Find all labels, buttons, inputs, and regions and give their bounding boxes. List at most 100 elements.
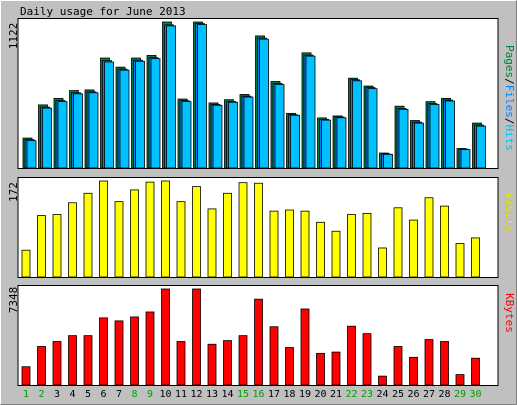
visits-bar-9	[145, 181, 155, 278]
hits-bar-1	[26, 140, 37, 169]
kbytes-bar-22	[347, 325, 356, 386]
day-label-20: 20	[314, 389, 326, 400]
visits-bar-20	[316, 221, 325, 278]
hits-bar-28	[445, 100, 455, 169]
visits-bar-24	[378, 247, 387, 278]
x-axis-labels: 1 2 3 4 5 6 7 8 9 10 11 12 13 14 15 16 17 18 19 20 21 22 23 24 2…	[23, 389, 482, 400]
day-label-6: 6	[100, 389, 106, 400]
kbytes-bar-26	[409, 356, 418, 386]
visits-bar-6	[99, 180, 108, 278]
day-label-25: 25	[392, 389, 404, 400]
day-label-1: 1	[23, 389, 29, 400]
visits-bar-16	[254, 182, 263, 278]
kbytes-bar-20	[316, 352, 325, 386]
hits-bar-14	[228, 101, 238, 169]
day-label-11: 11	[175, 389, 187, 400]
day-label-23: 23	[361, 389, 373, 400]
kbytes-bar-23	[362, 333, 372, 386]
visits-bar-17	[269, 210, 279, 278]
hits-bar-2	[42, 107, 52, 169]
kbytes-bar-16	[254, 298, 263, 386]
hits-legend: Pages/Files/Hits	[503, 45, 516, 151]
kbytes-bar-12	[192, 288, 201, 386]
kbytes-bar-17	[269, 326, 279, 386]
visits-bar-28	[440, 205, 449, 278]
hits-bar-21	[336, 117, 347, 169]
day-label-3: 3	[54, 389, 60, 400]
day-label-21: 21	[330, 389, 342, 400]
hits-bar-11	[181, 101, 192, 169]
day-label-15: 15	[237, 389, 249, 400]
visits-bar-1	[21, 249, 31, 278]
legend-pages: Pages	[503, 45, 516, 78]
hits-bar-5	[88, 92, 99, 169]
hits-bar-30	[476, 125, 486, 169]
hits-bar-20	[321, 119, 331, 169]
legend-sep-2: /	[503, 118, 516, 125]
kbytes-bar-7	[114, 320, 124, 386]
day-label-28: 28	[438, 389, 450, 400]
visits-bar-11	[176, 201, 186, 278]
day-label-30: 30	[469, 389, 481, 400]
hits-bar-23	[367, 88, 378, 169]
day-label-24: 24	[376, 389, 388, 400]
day-label-22: 22	[345, 389, 357, 400]
hits-bar-12	[197, 24, 207, 169]
day-label-9: 9	[147, 389, 153, 400]
visits-bar-22	[347, 214, 356, 278]
day-label-19: 19	[299, 389, 311, 400]
kbytes-bar-18	[285, 347, 294, 386]
visits-bar-8	[130, 189, 139, 278]
hits-ymax-label: 1122	[7, 23, 20, 50]
hits-bar-17	[274, 84, 285, 169]
visits-bar-27	[424, 197, 434, 278]
day-label-8: 8	[131, 389, 137, 400]
day-label-7: 7	[116, 389, 122, 400]
hits-bar-8	[135, 60, 145, 169]
visits-bar-12	[192, 186, 201, 278]
visits-bar-30	[471, 237, 480, 278]
visits-bar-4	[68, 202, 77, 278]
hits-bar-25	[398, 109, 409, 169]
kbytes-bar-28	[440, 341, 449, 386]
day-label-29: 29	[454, 389, 466, 400]
kbytes-bar-24	[378, 375, 387, 386]
hits-bar-19	[305, 55, 316, 169]
kbytes-bar-8	[130, 316, 139, 386]
kbytes-bar-14	[223, 340, 232, 386]
hits-bar-6	[104, 61, 114, 169]
legend-visits: Visits	[503, 192, 516, 232]
day-label-18: 18	[283, 389, 295, 400]
kbytes-bar-21	[331, 351, 341, 386]
legend-sep-1: /	[503, 78, 516, 85]
kbytes-bar-19	[300, 308, 310, 386]
visits-bar-5	[83, 192, 93, 278]
chart-title: Daily usage for June 2013	[20, 5, 186, 18]
hits-bar-16	[259, 38, 269, 169]
legend-kbytes: KBytes	[503, 293, 516, 333]
bars-layer	[21, 21, 486, 386]
visits-bar-13	[207, 208, 217, 278]
day-label-4: 4	[69, 389, 75, 400]
visits-bar-7	[114, 201, 124, 278]
day-label-2: 2	[38, 389, 44, 400]
visits-bar-26	[409, 219, 418, 278]
hits-bar-29	[460, 149, 471, 169]
visits-bar-21	[331, 230, 341, 278]
visits-bar-19	[300, 210, 310, 278]
hits-bar-4	[73, 93, 83, 169]
kbytes-bar-4	[68, 335, 77, 386]
day-label-12: 12	[190, 389, 202, 400]
visits-bar-15	[238, 182, 248, 278]
hits-bar-7	[119, 69, 130, 169]
kbytes-bar-9	[145, 311, 155, 386]
hits-bar-27	[429, 104, 440, 169]
kbytes-bar-15	[238, 335, 248, 386]
hits-bar-24	[383, 153, 393, 169]
visits-bar-29	[455, 243, 465, 278]
kbytes-bar-3	[52, 341, 62, 386]
kbytes-bar-2	[37, 346, 46, 386]
kbytes-bar-13	[207, 343, 217, 386]
day-label-10: 10	[159, 389, 171, 400]
